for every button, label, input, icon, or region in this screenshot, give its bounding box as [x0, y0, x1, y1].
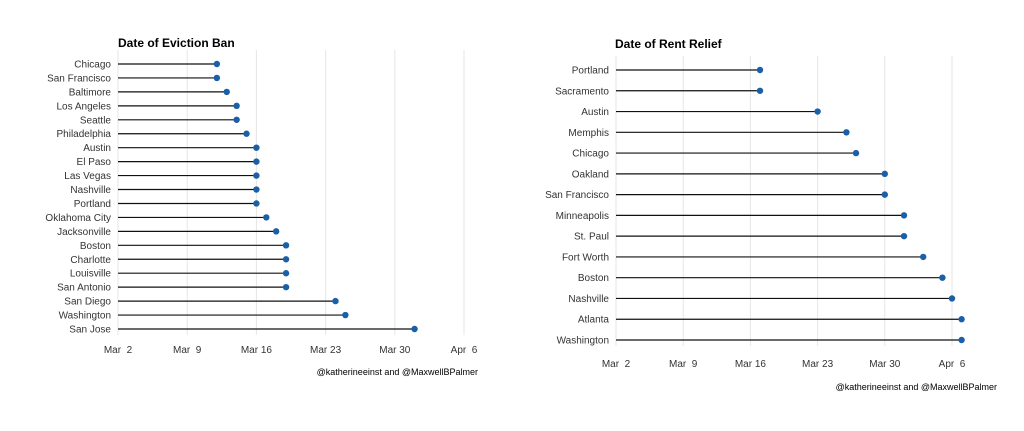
lollipop-point	[814, 108, 821, 115]
x-tick-label: Mar 2	[602, 359, 631, 370]
lollipop-point	[233, 116, 240, 123]
x-tick-label: Mar 16	[241, 345, 273, 356]
lollipop-point	[332, 297, 339, 305]
category-label: St. Paul	[574, 232, 609, 243]
lollipop-point	[756, 87, 764, 94]
lollipop-point	[282, 256, 290, 263]
lollipop-point	[881, 191, 888, 198]
rent-relief-chart-svg: Date of Rent Relief Mar 2 Mar 9 Mar 16 Mar 2…	[545, 37, 997, 392]
category-label: Sacramento	[555, 86, 609, 97]
lollipop-point	[852, 149, 860, 157]
lollipop-point	[939, 274, 946, 281]
lollipop-point	[223, 88, 230, 96]
category-label: Oklahoma City	[45, 213, 111, 224]
category-label: San Antonio	[57, 283, 111, 294]
category-label: Washington	[557, 336, 609, 347]
category-label: Los Angeles	[57, 101, 112, 112]
category-label: Chicago	[74, 60, 111, 71]
category-label: Atlanta	[578, 315, 610, 326]
lollipop-point	[958, 336, 965, 344]
category-label: Minneapolis	[556, 211, 609, 222]
category-label: Portland	[74, 199, 111, 210]
category-label: Seattle	[80, 115, 112, 126]
category-label: Louisville	[70, 269, 112, 280]
lollipop-point	[272, 228, 280, 235]
x-tick-label: Mar 23	[310, 345, 342, 356]
category-label: Oakland	[572, 169, 609, 180]
lollipop-point	[213, 74, 221, 82]
lollipop-point	[213, 60, 221, 68]
category-label: Memphis	[568, 128, 609, 139]
chart-title: Date of Rent Relief	[615, 37, 723, 51]
category-label: Nashville	[568, 294, 609, 305]
category-label: Portland	[572, 66, 609, 77]
x-tick-label: Mar 16	[735, 359, 767, 370]
category-label: San Francisco	[47, 73, 111, 84]
category-label: Jacksonville	[57, 227, 111, 238]
category-label: San Jose	[69, 325, 111, 336]
category-label: Washington	[59, 311, 111, 322]
chart-credit: @katherineeinst and @MaxwellBPalmer	[836, 382, 997, 392]
category-label: Las Vegas	[64, 171, 111, 182]
category-label: Baltimore	[69, 87, 112, 98]
category-label: San Francisco	[545, 190, 609, 201]
lollipop-point	[843, 129, 850, 136]
lollipop-point	[253, 200, 260, 207]
lollipop-point	[282, 242, 290, 249]
lollipop-point	[920, 253, 927, 261]
lollipop-point	[282, 283, 290, 291]
x-tick-label: Mar 30	[869, 359, 901, 370]
category-label: Boston	[80, 241, 111, 252]
x-tick-label: Mar 23	[802, 359, 834, 370]
rent-relief-chart: Date of Rent Relief Mar 2 Mar 9 Mar 16 Mar 2…	[512, 0, 1024, 426]
category-label: Fort Worth	[562, 252, 609, 263]
x-tick-label: Mar 30	[379, 345, 411, 356]
x-tick-label: Mar 9	[669, 359, 698, 370]
lollipop-point	[958, 316, 965, 323]
category-label: Boston	[578, 273, 609, 284]
lollipop-point	[263, 214, 270, 221]
category-label: Philadelphia	[57, 129, 112, 140]
x-tick-label: Apr 6	[451, 345, 478, 356]
category-label: Nashville	[70, 185, 111, 196]
lollipop-point	[282, 270, 290, 277]
x-tick-label: Mar 2	[104, 345, 133, 356]
x-tick-label: Mar 9	[173, 345, 202, 356]
lollipop-point	[253, 186, 260, 193]
lollipop-point	[233, 102, 240, 110]
lollipop-point	[253, 158, 260, 165]
x-tick-label: Apr 6	[939, 359, 966, 370]
eviction-ban-chart: Date of Eviction Ban Mar 2 Mar 9 Mar 16 Mar …	[0, 0, 512, 426]
lollipop-point	[900, 212, 908, 219]
lollipop-point	[342, 311, 349, 319]
category-label: Charlotte	[70, 255, 111, 266]
category-label: Austin	[83, 143, 111, 154]
lollipop-point	[881, 170, 888, 178]
lollipop-point	[243, 130, 250, 137]
eviction-ban-chart-svg: Date of Eviction Ban Mar 2 Mar 9 Mar 16 Mar …	[45, 36, 478, 377]
category-label: Chicago	[572, 149, 609, 160]
lollipop-point	[253, 172, 260, 179]
lollipop-point	[900, 232, 908, 240]
lollipop-point	[756, 66, 764, 74]
lollipop-point	[411, 325, 418, 333]
lollipop-point	[253, 144, 260, 151]
chart-credit: @katherineeinst and @MaxwellBPalmer	[317, 367, 478, 377]
chart-title: Date of Eviction Ban	[118, 36, 235, 50]
category-label: El Paso	[77, 157, 112, 168]
category-label: San Diego	[64, 297, 111, 308]
category-label: Austin	[581, 107, 609, 118]
lollipop-point	[948, 295, 956, 302]
